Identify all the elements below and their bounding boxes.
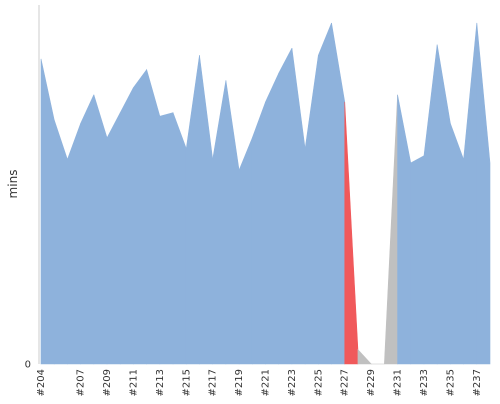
area-segment-206-207 [67,123,81,365]
area-segment-218-219 [225,80,240,365]
area-segment-225-226 [318,22,332,365]
area-segment-213-214 [159,112,174,365]
x-tick-label-223: #223 [287,369,298,396]
area-segment-227-228 [344,101,359,365]
area-segment-215-216 [185,55,200,365]
x-ticks-layer: #204 #207 #209 #211 #213 #215 #217 #219 #221 #223… [36,369,483,396]
area-segment-219-220 [238,137,253,365]
area-segment-224-225 [304,55,319,365]
x-tick-label-225: #225 [313,369,324,396]
area-segment-221-222 [265,73,280,365]
x-tick-label-231: #231 [393,369,404,396]
area-segment-217-218 [212,80,227,365]
x-tick-label-211: #211 [128,369,139,396]
x-tick-label-229: #229 [366,369,377,396]
area-segment-210-211 [119,87,134,365]
areas-layer [40,22,491,365]
area-segment-208-209 [93,94,108,365]
area-segment-209-210 [106,112,121,365]
area-segment-226-227 [331,22,346,365]
area-segment-222-223 [278,47,293,365]
area-segment-232-233 [410,155,425,365]
area-segment-204-205 [40,58,55,365]
x-tick-label-215: #215 [181,369,192,396]
area-segment-223-224 [291,48,306,365]
x-tick-label-217: #217 [208,369,219,396]
y-ticks-layer: 0 [25,360,31,371]
x-tick-label-207: #207 [76,369,87,396]
area-segment-236-237 [463,22,478,365]
x-tick-label-233: #233 [419,369,430,396]
area-segment-237-238 [476,22,491,365]
area-segment-228-229 [357,348,372,365]
area-segment-211-212 [133,68,147,365]
area-segment-235-236 [450,123,464,365]
x-tick-label-237: #237 [472,369,483,396]
x-tick-label-221: #221 [261,369,272,396]
area-segment-233-234 [423,44,438,365]
y-tick-label-0: 0 [25,360,31,371]
area-segment-230-231 [384,94,398,365]
area-segment-214-215 [172,112,187,365]
area-segment-216-217 [199,55,213,365]
area-segment-220-221 [251,101,266,365]
x-tick-label-204: #204 [36,369,47,396]
x-tick-label-213: #213 [155,369,166,396]
area-segment-231-232 [397,94,412,365]
x-tick-label-227: #227 [340,369,351,396]
x-tick-label-235: #235 [445,369,456,396]
area-segment-207-208 [80,94,95,365]
area-segment-205-206 [53,119,68,365]
y-axis-label: mins [6,170,20,199]
x-tick-label-219: #219 [234,369,245,396]
x-tick-label-209: #209 [102,369,113,396]
area-segment-234-235 [436,44,451,365]
area-segment-212-213 [146,69,161,365]
